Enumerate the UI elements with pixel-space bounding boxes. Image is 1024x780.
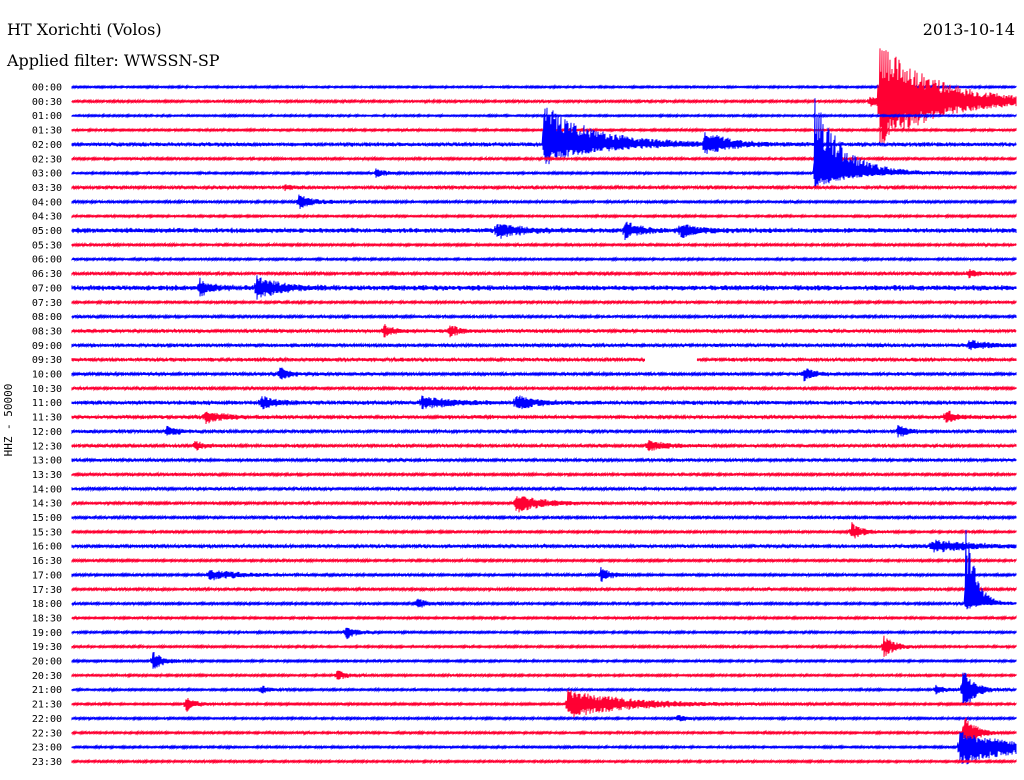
row-label: 05:30 [32, 240, 62, 251]
row-label: 19:00 [32, 628, 62, 639]
row-label: 16:00 [32, 542, 62, 553]
trace-line [71, 194, 1017, 209]
row-label: 01:00 [32, 111, 62, 122]
row-label: 04:30 [32, 212, 62, 223]
row-label: 23:00 [32, 743, 62, 754]
row-label: 20:00 [32, 657, 62, 668]
row-label: 11:00 [32, 398, 62, 409]
date-label: 2013-10-14 [922, 20, 1015, 39]
row-label: 14:00 [32, 484, 62, 495]
row-label: 22:00 [32, 714, 62, 725]
trace-group [71, 48, 1017, 765]
row-label: 18:30 [32, 613, 62, 624]
trace-line [71, 107, 1017, 165]
row-label: 07:00 [32, 283, 62, 294]
trace-line [71, 522, 1017, 539]
row-label: 14:30 [32, 499, 62, 510]
row-label: 20:30 [32, 671, 62, 682]
station-title: HT Xorichti (Volos) [7, 20, 162, 39]
row-label: 06:30 [32, 269, 62, 280]
trace-line [71, 539, 1017, 553]
trace-line [71, 275, 1017, 300]
row-label: 12:00 [32, 427, 62, 438]
row-label: 04:00 [32, 197, 62, 208]
row-label: 17:00 [32, 570, 62, 581]
row-label: 09:00 [32, 341, 62, 352]
row-label: 10:30 [32, 384, 62, 395]
trace-line [71, 496, 1017, 513]
row-label: 23:30 [32, 757, 62, 768]
row-label: 21:30 [32, 700, 62, 711]
trace-line [71, 627, 1017, 640]
row-label: 21:00 [32, 685, 62, 696]
row-label: 08:00 [32, 312, 62, 323]
row-label: 01:30 [32, 126, 62, 137]
trace-line [71, 395, 1017, 410]
data-gap [645, 353, 697, 366]
row-label: 19:30 [32, 642, 62, 653]
row-label: 05:00 [32, 226, 62, 237]
row-label: 15:00 [32, 513, 62, 524]
row-label: 17:30 [32, 585, 62, 596]
row-label: 00:30 [32, 97, 62, 108]
row-label: 13:00 [32, 456, 62, 467]
row-label: 13:30 [32, 470, 62, 481]
row-label: 11:30 [32, 413, 62, 424]
trace-line [71, 367, 1017, 382]
trace-line [71, 221, 1017, 241]
trace-line [71, 529, 1017, 610]
row-label: 03:30 [32, 183, 62, 194]
row-label: 12:30 [32, 441, 62, 452]
row-label: 18:00 [32, 599, 62, 610]
filter-label: Applied filter: WWSSN-SP [7, 51, 220, 70]
row-label: 09:30 [32, 355, 62, 366]
row-label: 00:00 [32, 83, 62, 94]
row-label: 02:00 [32, 140, 62, 151]
row-label: 07:30 [32, 298, 62, 309]
row-label-group: 00:00 00:30 01:00 01:30 02:00 02:30 03:00 03:30… [32, 83, 62, 768]
row-label: 02:30 [32, 154, 62, 165]
row-label: 08:30 [32, 326, 62, 337]
trace-line [71, 732, 1017, 765]
row-label: 22:30 [32, 728, 62, 739]
row-label: 10:00 [32, 370, 62, 381]
row-label: 03:00 [32, 169, 62, 180]
row-label: 16:30 [32, 556, 62, 567]
row-label: 06:00 [32, 255, 62, 266]
trace-line [71, 324, 1017, 338]
trace-line [71, 112, 1017, 119]
row-label: 15:30 [32, 527, 62, 538]
